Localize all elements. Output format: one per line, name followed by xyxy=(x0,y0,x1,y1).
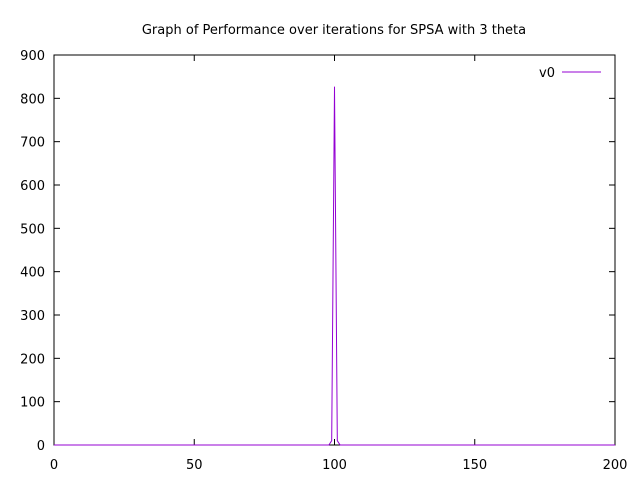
y-tick-label: 700 xyxy=(20,136,45,151)
y-axis-ticks: 0 100 200 300 400 500 600 700 800 900 xyxy=(20,49,615,454)
x-tick-label: 100 xyxy=(322,458,347,473)
y-tick-label: 500 xyxy=(20,222,45,237)
legend: v0 xyxy=(539,66,601,81)
y-tick-label: 100 xyxy=(20,396,45,411)
legend-label: v0 xyxy=(539,66,555,81)
y-tick-label: 600 xyxy=(20,179,45,194)
series-layer xyxy=(54,86,615,446)
x-axis-ticks: 0 50 100 150 200 xyxy=(50,55,628,473)
y-tick-label: 400 xyxy=(20,266,45,281)
x-tick-label: 50 xyxy=(186,458,203,473)
chart-title: Graph of Performance over iterations for… xyxy=(142,23,526,38)
x-tick-label: 0 xyxy=(50,458,58,473)
series-line-v0 xyxy=(54,86,615,446)
y-tick-label: 200 xyxy=(20,352,45,367)
y-tick-label: 800 xyxy=(20,92,45,107)
x-tick-label: 150 xyxy=(462,458,487,473)
y-tick-label: 0 xyxy=(37,439,45,454)
x-tick-label: 200 xyxy=(603,458,628,473)
y-tick-label: 300 xyxy=(20,309,45,324)
y-tick-label: 900 xyxy=(20,49,45,64)
